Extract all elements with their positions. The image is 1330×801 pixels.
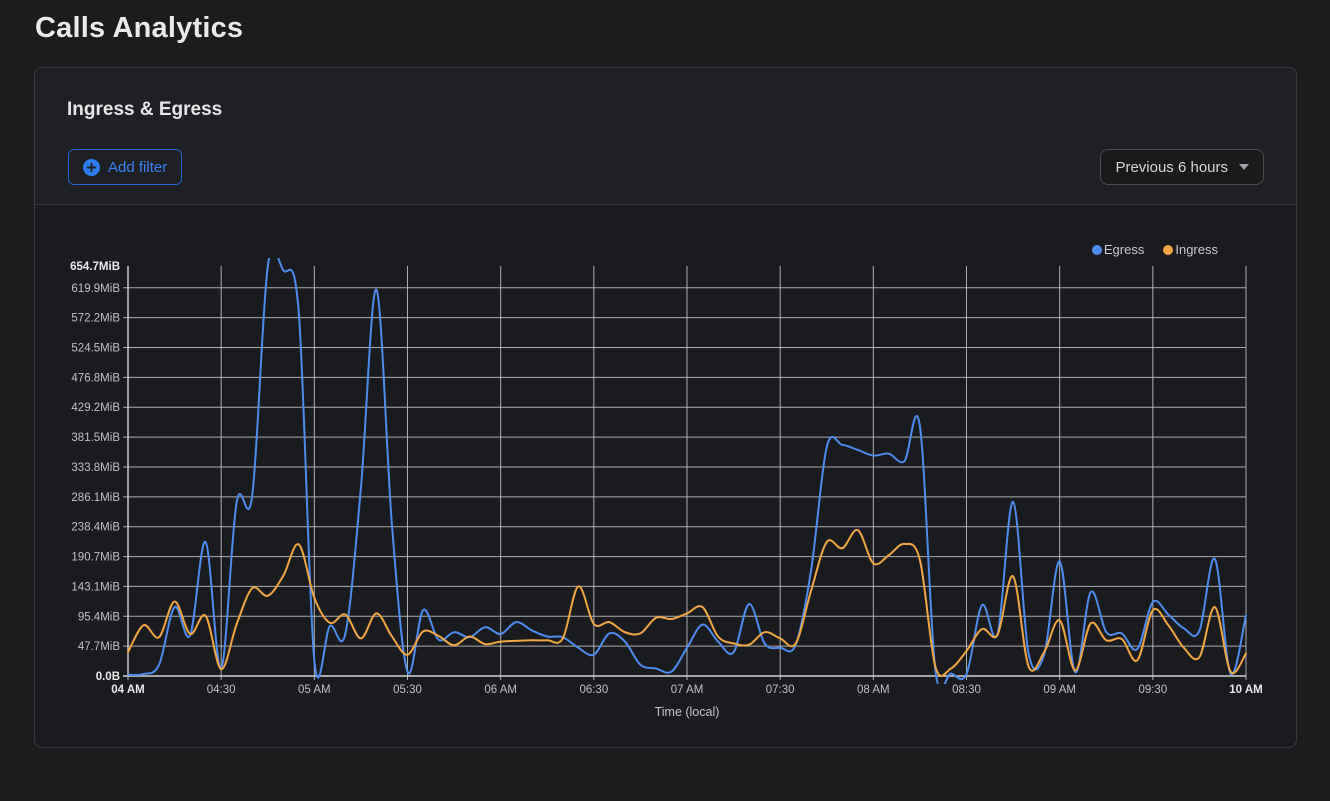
svg-text:524.5MiB: 524.5MiB	[71, 343, 120, 355]
svg-text:381.5MiB: 381.5MiB	[71, 432, 120, 444]
svg-text:05 AM: 05 AM	[298, 684, 331, 696]
svg-text:654.7MiB: 654.7MiB	[70, 261, 120, 273]
svg-text:09 AM: 09 AM	[1043, 684, 1076, 696]
svg-text:04:30: 04:30	[207, 684, 236, 696]
page-title: Calls Analytics	[35, 12, 244, 44]
svg-text:04 AM: 04 AM	[111, 684, 144, 696]
legend-dot-egress	[1091, 244, 1102, 255]
svg-text:06 AM: 06 AM	[484, 684, 517, 696]
svg-text:238.4MiB: 238.4MiB	[71, 522, 120, 534]
svg-text:0.0B: 0.0B	[96, 671, 120, 683]
svg-text:Time (local): Time (local)	[655, 705, 720, 719]
svg-text:95.4MiB: 95.4MiB	[78, 611, 121, 623]
svg-text:10 AM: 10 AM	[1229, 684, 1262, 696]
chart-area: 0.0B 47.7MiB 95.4MiB 143.1MiB 190.7MiB 238.4M…	[35, 204, 1296, 747]
svg-text:190.7MiB: 190.7MiB	[71, 552, 120, 564]
svg-text:07 AM: 07 AM	[671, 684, 704, 696]
svg-text:619.9MiB: 619.9MiB	[71, 283, 120, 295]
panel-toolbar: Add filter Previous 6 hours	[68, 149, 1264, 185]
svg-text:05:30: 05:30	[393, 684, 422, 696]
add-filter-button[interactable]: Add filter	[68, 149, 183, 185]
svg-text:429.2MiB: 429.2MiB	[71, 402, 120, 414]
svg-text:476.8MiB: 476.8MiB	[71, 372, 120, 384]
svg-text:47.7MiB: 47.7MiB	[78, 641, 121, 653]
svg-text:08:30: 08:30	[952, 684, 981, 696]
add-filter-label: Add filter	[108, 158, 168, 176]
panel-title: Ingress & Egress	[67, 99, 223, 120]
plus-circle-icon	[83, 158, 100, 176]
svg-text:09:30: 09:30	[1138, 684, 1167, 696]
legend-label-egress: Egress	[1103, 242, 1145, 257]
chevron-down-icon	[1239, 164, 1249, 170]
legend-label-ingress: Ingress	[1175, 242, 1218, 257]
analytics-panel: Ingress & Egress Add filter Previous 6 h…	[34, 67, 1297, 748]
svg-text:572.2MiB: 572.2MiB	[71, 313, 120, 325]
svg-text:08 AM: 08 AM	[857, 684, 890, 696]
legend-item-egress[interactable]: Egress	[1091, 242, 1145, 257]
legend-dot-ingress	[1163, 244, 1174, 255]
svg-text:333.8MiB: 333.8MiB	[71, 462, 120, 474]
legend-item-ingress[interactable]: Ingress	[1163, 242, 1218, 257]
svg-text:06:30: 06:30	[579, 684, 608, 696]
chart-legend: Egress Ingress	[1091, 242, 1218, 257]
time-range-label: Previous 6 hours	[1115, 158, 1228, 176]
svg-text:286.1MiB: 286.1MiB	[71, 492, 120, 504]
svg-text:143.1MiB: 143.1MiB	[71, 581, 120, 593]
svg-text:07:30: 07:30	[766, 684, 795, 696]
time-range-dropdown[interactable]: Previous 6 hours	[1100, 149, 1264, 185]
ingress-egress-chart[interactable]: 0.0B 47.7MiB 95.4MiB 143.1MiB 190.7MiB 238.4M…	[35, 205, 1296, 748]
